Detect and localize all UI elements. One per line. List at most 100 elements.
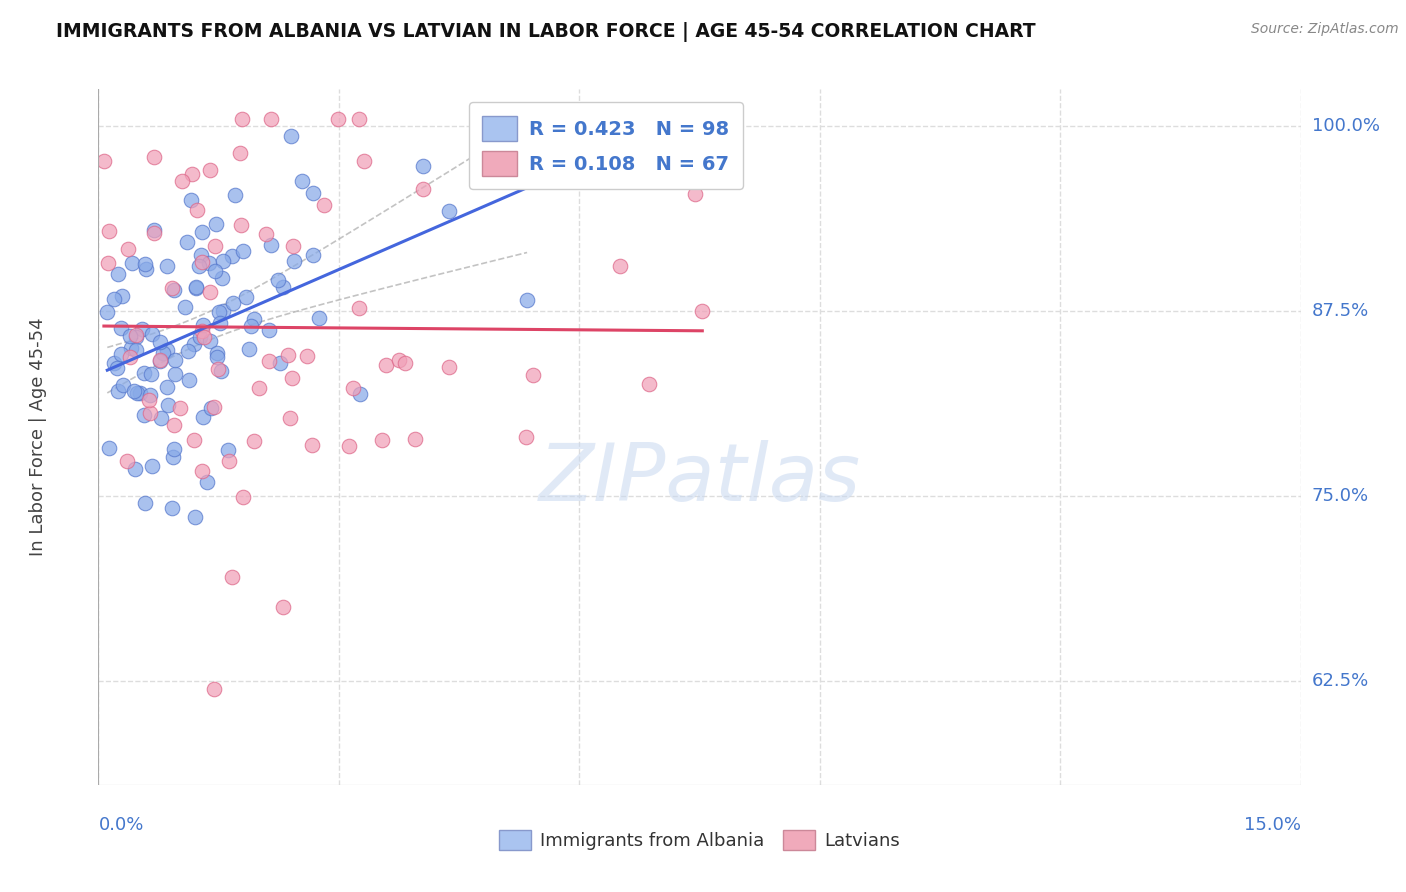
Point	[202, 682, 225, 697]
Point	[118, 329, 141, 343]
Point	[271, 599, 294, 614]
Point	[125, 330, 148, 344]
Point	[207, 362, 229, 376]
Point	[205, 345, 228, 359]
Point	[231, 112, 253, 126]
Point	[278, 411, 301, 425]
Point	[134, 257, 156, 271]
Point	[125, 343, 148, 357]
Point	[149, 353, 172, 368]
Point	[170, 174, 193, 188]
Point	[388, 353, 411, 368]
Point	[110, 321, 132, 335]
Point	[198, 285, 221, 300]
Point	[132, 408, 155, 422]
Point	[125, 385, 148, 400]
Point	[188, 330, 211, 344]
Point	[110, 347, 132, 361]
Point	[93, 153, 115, 168]
Point	[190, 248, 212, 262]
Legend: Immigrants from Albania, Latvians: Immigrants from Albania, Latvians	[489, 821, 910, 859]
Point	[257, 354, 280, 368]
Point	[353, 153, 375, 168]
Point	[238, 342, 260, 356]
Point	[200, 162, 222, 177]
Text: 0.0%: 0.0%	[98, 815, 143, 833]
Text: IMMIGRANTS FROM ALBANIA VS LATVIAN IN LABOR FORCE | AGE 45-54 CORRELATION CHART: IMMIGRANTS FROM ALBANIA VS LATVIAN IN LA…	[56, 22, 1036, 42]
Point	[180, 193, 202, 207]
Point	[266, 273, 288, 287]
Point	[115, 454, 138, 468]
Point	[609, 260, 631, 274]
Point	[169, 401, 191, 416]
Point	[208, 305, 231, 319]
Point	[229, 146, 252, 161]
Point	[191, 324, 214, 338]
Point	[301, 186, 323, 200]
Point	[302, 248, 325, 262]
Point	[163, 353, 186, 368]
Point	[200, 401, 222, 415]
Point	[243, 434, 266, 449]
Point	[191, 318, 214, 333]
Point	[191, 225, 214, 239]
Point	[139, 367, 162, 381]
Point	[183, 337, 205, 351]
Point	[193, 329, 215, 343]
Point	[191, 464, 214, 478]
Point	[412, 159, 434, 173]
Point	[211, 303, 233, 318]
Point	[204, 217, 226, 231]
Point	[254, 227, 277, 241]
Point	[260, 238, 283, 252]
Point	[142, 227, 165, 241]
Point	[257, 323, 280, 337]
Point	[412, 182, 434, 196]
Point	[218, 454, 240, 468]
Point	[162, 450, 184, 464]
Point	[308, 311, 330, 326]
Point	[149, 335, 172, 350]
Point	[404, 433, 426, 447]
Point	[124, 461, 146, 475]
Point	[156, 397, 179, 411]
Point	[195, 475, 218, 490]
Point	[212, 254, 235, 268]
Point	[638, 377, 661, 392]
Point	[224, 188, 246, 202]
Point	[98, 223, 121, 237]
Point	[138, 406, 160, 420]
Point	[141, 327, 163, 342]
Point	[190, 255, 212, 269]
Point	[124, 327, 146, 342]
Point	[184, 281, 207, 295]
Point	[326, 112, 349, 126]
Point	[98, 441, 121, 455]
Point	[186, 280, 208, 294]
Point	[163, 418, 186, 433]
Point	[347, 112, 370, 126]
Point	[149, 353, 172, 368]
Point	[162, 501, 184, 516]
Point	[191, 410, 214, 425]
Point	[129, 386, 152, 401]
Point	[180, 168, 202, 182]
Point	[103, 356, 125, 370]
Point	[112, 377, 135, 392]
Point	[176, 235, 198, 249]
Point	[103, 292, 125, 306]
Point	[221, 248, 243, 262]
Point	[105, 361, 128, 376]
Text: 62.5%: 62.5%	[1312, 673, 1369, 690]
Point	[209, 364, 232, 378]
Point	[349, 301, 371, 315]
Point	[149, 411, 172, 425]
Point	[155, 259, 177, 273]
Point	[120, 341, 142, 355]
Point	[221, 570, 243, 584]
Point	[152, 346, 174, 360]
Text: 75.0%: 75.0%	[1312, 487, 1369, 505]
Point	[280, 371, 302, 385]
Point	[211, 270, 233, 285]
Point	[283, 239, 305, 253]
